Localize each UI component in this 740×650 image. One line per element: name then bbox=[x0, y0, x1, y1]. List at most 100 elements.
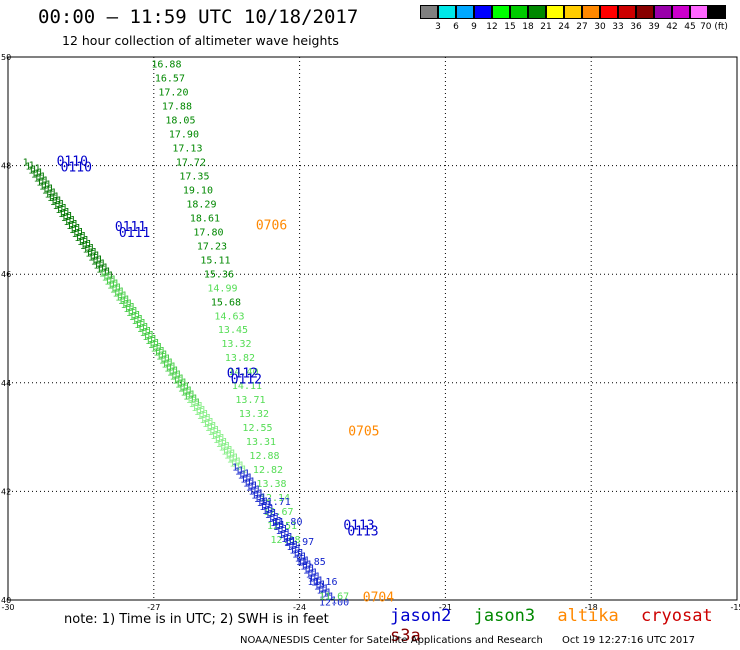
track-value-mark: 1 bbox=[178, 378, 184, 389]
track-value-mark: 1 bbox=[307, 560, 313, 571]
track-value-mark: 1 bbox=[184, 381, 190, 392]
track-value-mark: 1 bbox=[213, 435, 219, 446]
track-value-mark: 1 bbox=[220, 433, 226, 444]
track-value-mark: 1 bbox=[50, 192, 56, 203]
track-value: 13.71 bbox=[235, 395, 265, 406]
track-value-mark: 1 bbox=[115, 292, 121, 303]
track-value-mark: 1 bbox=[168, 358, 174, 369]
track-value-mark: 1 bbox=[267, 514, 273, 525]
track-value-mark: 1 bbox=[309, 564, 315, 575]
track-value-mark: 1 bbox=[265, 510, 271, 521]
scale-label: 27 bbox=[576, 22, 588, 32]
scale-swatch bbox=[708, 5, 726, 19]
track-value-mark: 1 bbox=[143, 322, 149, 333]
track-value-mark: 1 bbox=[31, 169, 37, 180]
track-value-mark: 1 bbox=[51, 187, 57, 198]
legend-s3a: s3a bbox=[390, 626, 421, 646]
track-value-mark: 1 bbox=[104, 276, 110, 287]
track-value-mark: 1 bbox=[160, 346, 166, 357]
track-value: 12.51 bbox=[267, 521, 297, 532]
track-value-mark: 1 bbox=[86, 239, 92, 250]
track-value-mark: 1 bbox=[284, 533, 290, 544]
track-value-mark: 1 bbox=[192, 393, 198, 404]
track-value-mark: 1 bbox=[105, 271, 111, 282]
track-value-mark: 1 bbox=[254, 494, 260, 505]
x-tick-label: -24 bbox=[293, 603, 306, 612]
track-value-mark: 1 bbox=[97, 260, 103, 271]
track-value: 17.72 bbox=[176, 158, 206, 169]
track-value-mark: 1 bbox=[154, 343, 160, 354]
track-value-mark: 1 bbox=[50, 197, 56, 208]
track-value-mark: 1 bbox=[238, 466, 244, 477]
track-value-mark: 1 bbox=[228, 445, 234, 456]
track-value-mark: 1 bbox=[229, 459, 235, 470]
track-value-mark: 1 bbox=[126, 303, 132, 314]
pass-label-shadow: 0111 bbox=[119, 226, 150, 241]
track-value-mark: 1 bbox=[331, 595, 337, 606]
track-value-mark: 1 bbox=[70, 215, 76, 226]
track-value-mark: 1 bbox=[157, 342, 163, 353]
track-value-mark: 1 bbox=[271, 513, 277, 524]
track-value-mark: 1 bbox=[39, 181, 45, 192]
track-value-mark: 1 bbox=[67, 211, 73, 222]
track-value-mark: 1 bbox=[303, 561, 309, 572]
track-value-mark: 1 bbox=[172, 375, 178, 386]
track-value: 15.11 bbox=[200, 255, 230, 266]
track-value-mark: 1 bbox=[314, 581, 320, 592]
track-value-mark: 1 bbox=[173, 366, 179, 377]
satellite-legend: jason2 jason3 altika cryosat s3a bbox=[390, 606, 740, 646]
track-value-mark: 1 bbox=[265, 505, 271, 516]
track-value-mark: 1 bbox=[88, 253, 94, 264]
track-value-mark: 1 bbox=[113, 278, 119, 289]
track-value-mark: 1 bbox=[251, 490, 257, 501]
track-value-mark: 1 bbox=[210, 431, 216, 442]
track-value-mark: 1 bbox=[37, 168, 43, 179]
track-value-mark: 1 bbox=[40, 172, 46, 183]
track-value-mark: 1 bbox=[92, 247, 98, 258]
track-value: 18.29 bbox=[186, 199, 216, 210]
y-tick-label: 46 bbox=[1, 270, 11, 279]
track-value-mark: 1 bbox=[268, 509, 274, 520]
track-value-mark: 1 bbox=[69, 220, 75, 231]
track-value-mark: 1 bbox=[188, 399, 194, 410]
track-value: 19.10 bbox=[183, 185, 213, 196]
track-value: 12.08 bbox=[270, 535, 300, 546]
footer-timestamp: Oct 19 12:27:16 UTC 2017 bbox=[562, 635, 695, 646]
track-value-mark: 1 bbox=[183, 391, 189, 402]
track-value-mark: 1 bbox=[278, 530, 284, 541]
track-value-mark: 1 bbox=[148, 335, 154, 346]
track-value: 11.71 bbox=[261, 497, 291, 508]
track-value-mark: 1 bbox=[36, 177, 42, 188]
track-value-mark: 1 bbox=[246, 482, 252, 493]
track-value-mark: 1 bbox=[96, 265, 102, 276]
scale-swatch bbox=[474, 5, 492, 19]
track-value-mark: 1 bbox=[282, 529, 288, 540]
track-value: 13.38 bbox=[256, 479, 286, 490]
track-value-mark: 1 bbox=[211, 426, 217, 437]
track-value-mark: 1 bbox=[110, 279, 116, 290]
track-value-mark: 1 bbox=[148, 340, 154, 351]
track-value-mark: 1 bbox=[52, 201, 58, 212]
track-value-mark: 1 bbox=[171, 362, 177, 373]
track-value-mark: 1 bbox=[29, 161, 35, 172]
track-value-mark: 1 bbox=[126, 308, 132, 319]
scale-swatch bbox=[636, 5, 654, 19]
track-value-mark: 1 bbox=[120, 300, 126, 311]
track-value-mark: 1 bbox=[130, 302, 136, 313]
track-value-mark: 1 bbox=[165, 354, 171, 365]
track-value: 11.16 bbox=[307, 577, 337, 588]
scale-swatch bbox=[438, 5, 456, 19]
y-tick-label: 50 bbox=[1, 53, 11, 62]
track-value-mark: 1 bbox=[218, 443, 224, 454]
track-value-mark: 1 bbox=[244, 469, 250, 480]
track-value-mark: 1 bbox=[107, 280, 113, 291]
altimeter-tracks: 16.88 16.57 17.20 17.88 18.05 17.90 17.13 17.72… bbox=[23, 60, 350, 609]
track-value: 14.63 bbox=[214, 311, 244, 322]
track-value-mark: 1 bbox=[202, 419, 208, 430]
track-value-mark: 1 bbox=[66, 221, 72, 232]
track-value-mark: 1 bbox=[259, 502, 265, 513]
track-value-mark: 1 bbox=[61, 213, 67, 224]
track-value-mark: 1 bbox=[101, 272, 107, 283]
track-value-mark: 1 bbox=[255, 484, 261, 495]
track-value-mark: 1 bbox=[180, 387, 186, 398]
